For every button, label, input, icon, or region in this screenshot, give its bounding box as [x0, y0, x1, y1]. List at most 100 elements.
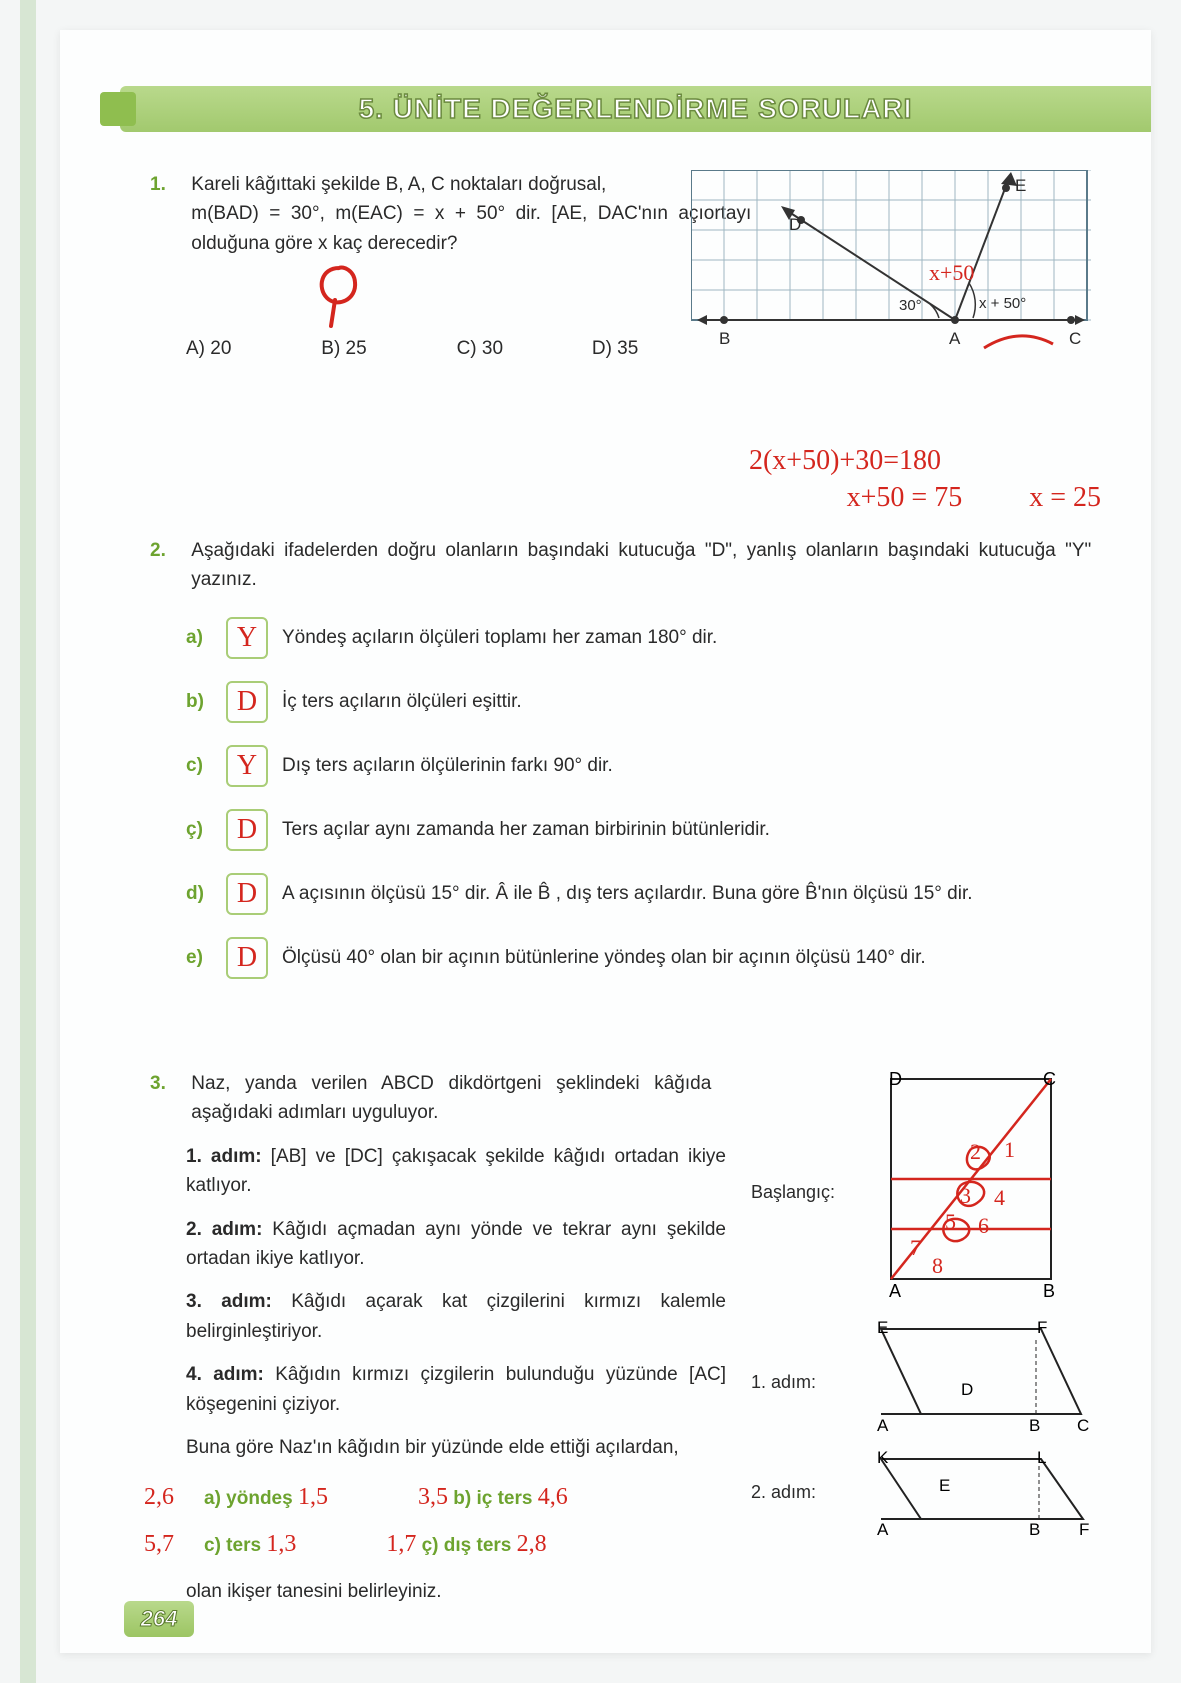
answer-circle-icon: [321, 272, 451, 324]
hand-x5: x+50: [929, 256, 974, 290]
q1-figure: B A C D E 30° x + 50° x+50: [691, 170, 1091, 355]
hand-b-post: 4,6: [538, 1484, 568, 1510]
sub-a: a) yöndeş: [204, 1488, 293, 1509]
q1-handwork: 2(x+50)+30=180 x+50 = 75 x = 25: [150, 443, 1101, 516]
q2-item: b) D İç ters açıların ölçüleri eşittir.: [186, 681, 1101, 723]
q3-step4: 4. adım: Kâğıdın kırmızı çizgilerin bulu…: [186, 1364, 726, 1414]
svg-text:A: A: [889, 1281, 901, 1299]
q2-item-text: Ölçüsü 40° olan bir açının bütünlerine y…: [282, 943, 926, 972]
question-3: 3. Naz, yanda verilen ABCD dikdörtgeni ş…: [150, 1069, 1101, 1607]
choice-a: A) 20: [186, 334, 316, 363]
q2-item: a) Y Yöndeş açıların ölçüleri toplamı her …: [186, 617, 1101, 659]
q2-item-label: b): [186, 687, 212, 716]
q2-item-text: A açısının ölçüsü 15° dir. Â ile B̂ , dı…: [282, 879, 973, 908]
sub-cc: ç) dış ters: [422, 1535, 512, 1556]
q3-prompt: Buna göre Naz'ın kâğıdın bir yüzünde eld…: [186, 1433, 726, 1462]
choice-b: B) 25: [321, 272, 451, 363]
content-area: 1. Kareli kâğıttaki şekilde B, A, C nokt…: [150, 170, 1101, 1606]
q2-answer: D: [237, 872, 257, 915]
angle-x50: x + 50°: [979, 292, 1026, 315]
q1-number: 1.: [150, 170, 186, 199]
svg-text:A: A: [877, 1520, 889, 1539]
sub-b: b) iç ters: [453, 1488, 532, 1509]
q1-line-a: Kareli kâğıttaki şekilde B, A, C noktala…: [191, 174, 606, 195]
q2-answer-box[interactable]: D: [226, 809, 268, 851]
question-2: 2. Aşağıdaki ifadelerden doğru olanların…: [150, 536, 1101, 979]
q2-item-label: d): [186, 879, 212, 908]
q1-text: Kareli kâğıttaki şekilde B, A, C noktala…: [191, 170, 751, 258]
choice-b-label: B) 25: [321, 334, 451, 363]
label-adim1: 1. adım:: [751, 1369, 816, 1397]
q2-item-label: ç): [186, 815, 212, 844]
q3-step2: 2. adım: Kâğıdı açmadan aynı yönde ve te…: [186, 1219, 726, 1269]
q3-figures: Başlangıç: A B C D 1 2 3: [751, 1069, 1091, 1549]
hand-a-post: 1,5: [298, 1484, 328, 1510]
label-D: D: [789, 212, 801, 238]
q2-answer-box[interactable]: D: [226, 937, 268, 979]
q3-step3: 3. adım: Kâğıdı açarak kat çizgilerini k…: [186, 1291, 726, 1341]
q2-item: ç) D Ters açılar aynı zamanda her zaman bi…: [186, 809, 1101, 851]
svg-text:E: E: [877, 1319, 888, 1337]
page: 5. ÜNİTE DEĞERLENDİRME SORULARI 1. Karel…: [60, 30, 1151, 1653]
q2-item-label: a): [186, 623, 212, 652]
svg-text:F: F: [1079, 1520, 1089, 1539]
svg-text:D: D: [961, 1380, 973, 1399]
q3-intro: Naz, yanda verilen ABCD dikdörtgeni şekl…: [191, 1069, 711, 1128]
svg-text:C: C: [1043, 1069, 1056, 1089]
sub-c: c) ters: [204, 1535, 261, 1556]
choice-c: C) 30: [457, 334, 587, 363]
svg-text:K: K: [877, 1449, 889, 1467]
hand-arc-icon: [979, 330, 1059, 358]
q2-item: d) D A açısının ölçüsü 15° dir. Â ile B̂ ,…: [186, 873, 1101, 915]
hand-eq1: 2(x+50)+30=180: [150, 443, 941, 479]
q2-item-text: Ters açılar aynı zamanda her zaman birbi…: [282, 815, 770, 844]
unit-header: 5. ÜNİTE DEĞERLENDİRME SORULARI: [120, 86, 1151, 132]
hand-cc-post: 2,8: [517, 1531, 547, 1557]
label-baslangic: Başlangıç:: [751, 1179, 835, 1207]
q2-answer-box[interactable]: D: [226, 681, 268, 723]
svg-text:B: B: [1029, 1416, 1040, 1434]
svg-text:C: C: [1077, 1416, 1089, 1434]
svg-text:E: E: [939, 1476, 950, 1495]
q2-item-text: Yöndeş açıların ölçüleri toplamı her zam…: [282, 623, 717, 652]
q3-step1: 1. adım: [AB] ve [DC] çakışacak şekilde …: [186, 1146, 726, 1196]
header-title: 5. ÜNİTE DEĞERLENDİRME SORULARI: [359, 93, 913, 125]
q2-item: e)DÖlçüsü 40° olan bir açının bütünlerin…: [186, 937, 1101, 979]
svg-text:B: B: [1043, 1281, 1055, 1299]
label-B: B: [719, 326, 730, 352]
q2-items: a) Y Yöndeş açıların ölçüleri toplamı her …: [150, 617, 1101, 979]
fig-baslangic: Başlangıç: A B C D 1 2 3: [751, 1069, 1091, 1309]
hand-eq3: x = 25: [1029, 482, 1101, 513]
hand-c-post: 1,3: [266, 1531, 296, 1557]
q1-line-b: m(BAD) = 30°, m(EAC) = x + 50° dir. [AE,…: [191, 203, 751, 253]
left-margin-stripe: [20, 0, 36, 1683]
label-A: A: [949, 326, 960, 352]
page-number: 264: [124, 1601, 194, 1637]
fig-adim1: 1. adım: E F A B C D: [751, 1319, 1091, 1439]
q2-item: c)YDış ters açıların ölçülerinin farkı 9…: [186, 745, 1101, 787]
hand-cc-pre: 1,7: [386, 1531, 416, 1557]
svg-text:F: F: [1037, 1319, 1047, 1337]
hand-a-pre: 2,6: [130, 1479, 174, 1516]
q3-after: olan ikişer tanesini belirleyiniz.: [186, 1577, 1101, 1606]
svg-text:D: D: [889, 1069, 902, 1089]
header-tab: [100, 92, 136, 126]
q2-answer: D: [237, 808, 257, 851]
svg-text:L: L: [1037, 1449, 1046, 1467]
q2-answer: Y: [237, 616, 257, 659]
q2-answer-box[interactable]: Y: [226, 617, 268, 659]
label-adim2: 2. adım:: [751, 1479, 816, 1507]
label-E: E: [1015, 173, 1026, 199]
q2-answer-box[interactable]: D: [226, 873, 268, 915]
hand-c-pre: 5,7: [130, 1526, 174, 1563]
hand-eq-row: x+50 = 75 x = 25: [150, 480, 1101, 516]
q2-intro: Aşağıdaki ifadelerden doğru olanların ba…: [191, 536, 1091, 595]
hand-eq2: x+50 = 75: [847, 482, 963, 513]
q2-answer-box[interactable]: Y: [226, 745, 268, 787]
q2-number: 2.: [150, 536, 186, 565]
q2-answer: D: [237, 680, 257, 723]
q2-item-text: İç ters açıların ölçüleri eşittir.: [282, 687, 522, 716]
q3-steps: 1. adım: [AB] ve [DC] çakışacak şekilde …: [186, 1142, 726, 1463]
question-1: 1. Kareli kâğıttaki şekilde B, A, C nokt…: [150, 170, 1101, 363]
svg-text:A: A: [877, 1416, 889, 1434]
